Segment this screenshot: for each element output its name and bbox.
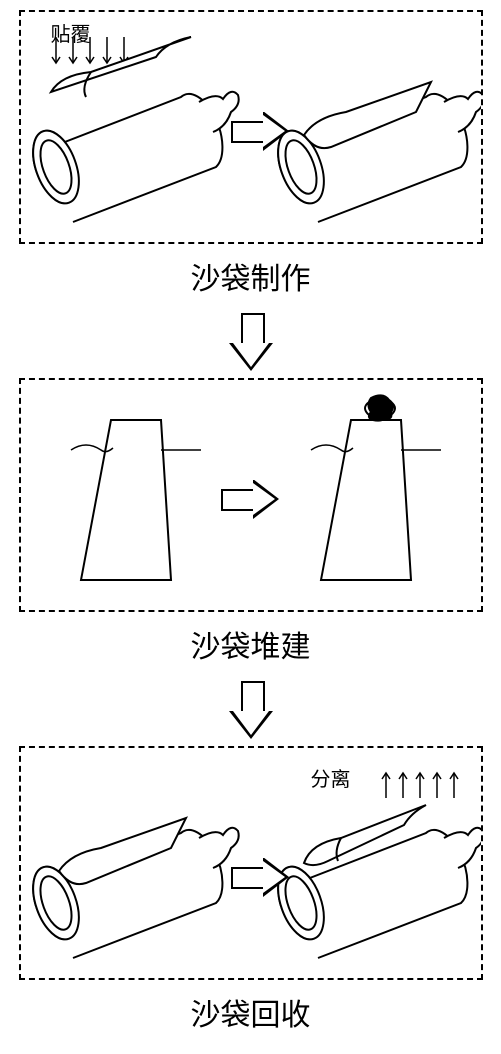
stage1-label: 沙袋制作 — [191, 254, 311, 298]
cylinder-left — [24, 37, 238, 222]
up-arrows — [382, 773, 458, 798]
panel-sandbag-recycling: 分离 — [19, 746, 483, 980]
stage3-label: 沙袋回收 — [191, 990, 311, 1034]
arrow-right-icon — [231, 112, 291, 148]
attach-label: 贴覆 — [51, 18, 91, 47]
cylinder-right — [269, 82, 481, 222]
arrow-right-icon — [231, 858, 291, 894]
sandbag-recycling-diagram — [21, 748, 481, 978]
cylinder-right — [269, 773, 481, 958]
panel-sandbag-building — [19, 378, 483, 612]
sandbag-on-dam — [365, 395, 395, 420]
arrow-right-icon — [221, 480, 281, 516]
dam-right — [311, 395, 441, 580]
flow-arrow-1 — [231, 313, 271, 373]
separate-label: 分离 — [311, 763, 351, 792]
flow-arrow-2 — [231, 681, 271, 741]
cylinder-left — [24, 818, 238, 958]
panel-sandbag-making: 贴覆 — [19, 10, 483, 244]
cylinder-body — [24, 92, 238, 222]
sandbag-building-diagram — [21, 380, 481, 610]
stage2-label: 沙袋堆建 — [191, 622, 311, 666]
dam-left — [71, 420, 201, 580]
